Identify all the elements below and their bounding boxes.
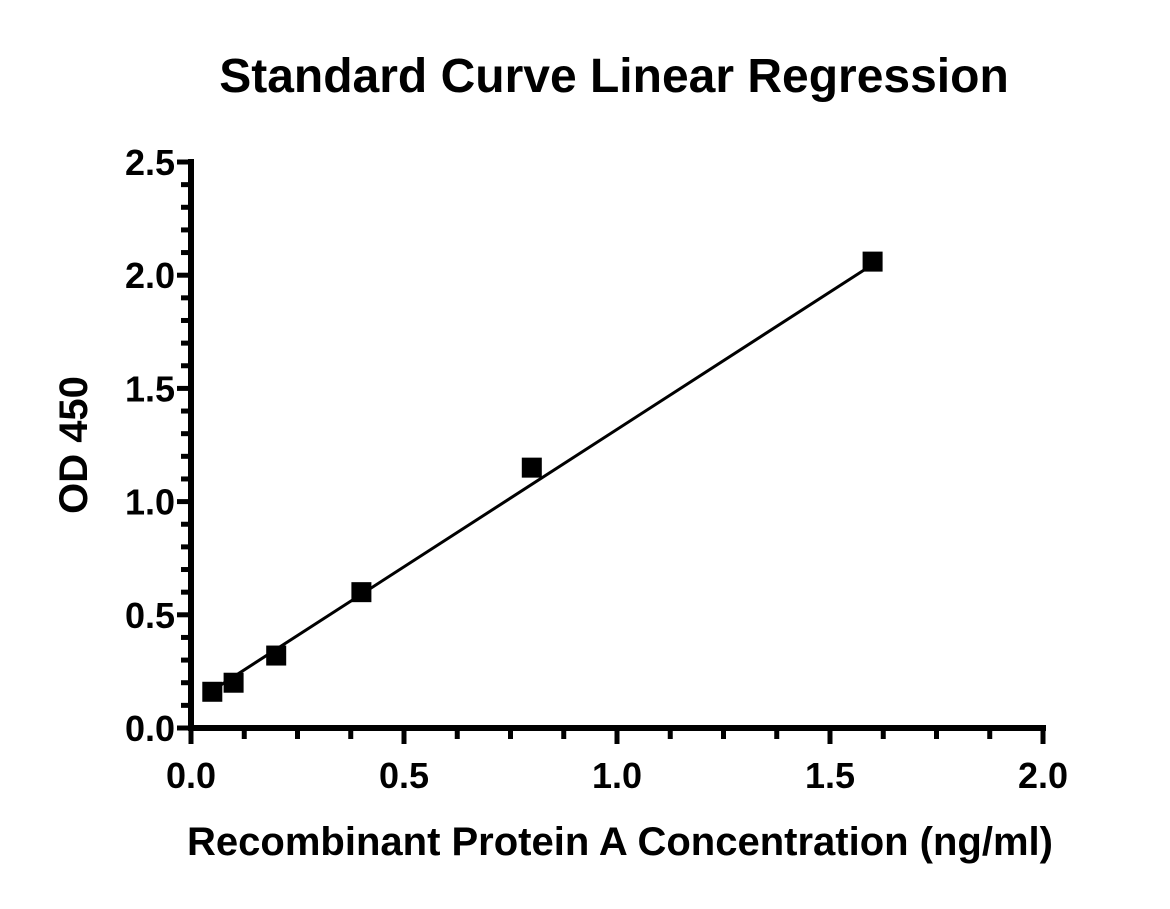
y-axis-label: OD 450 xyxy=(52,376,96,514)
x-tick-label: 0.5 xyxy=(379,755,429,796)
data-point-marker xyxy=(202,681,223,702)
data-point-marker xyxy=(862,251,883,272)
x-tick-label: 1.5 xyxy=(805,755,855,796)
x-tick-label: 2.0 xyxy=(1018,755,1068,796)
y-tick-label: 0.5 xyxy=(125,595,175,636)
data-point-marker xyxy=(266,645,287,666)
y-tick-label: 0.0 xyxy=(125,708,175,749)
x-tick-label: 1.0 xyxy=(592,755,642,796)
x-ticks: 0.0 0.5 1.0 1.5 2.0 xyxy=(166,728,1068,796)
y-tick-label: 1.5 xyxy=(125,368,175,409)
data-points xyxy=(202,251,883,702)
y-tick-label: 2.0 xyxy=(125,255,175,296)
y-tick-label: 2.5 xyxy=(125,142,175,183)
axes xyxy=(188,159,1046,731)
x-axis-label: Recombinant Protein A Concentration (ng/… xyxy=(187,820,1053,864)
data-point-marker xyxy=(351,582,372,603)
data-point-marker xyxy=(521,457,542,478)
data-point-marker xyxy=(223,672,244,693)
regression-line xyxy=(211,263,874,692)
x-tick-label: 0.0 xyxy=(166,755,216,796)
chart-title: Standard Curve Linear Regression xyxy=(219,50,1009,103)
y-tick-label: 1.0 xyxy=(125,482,175,523)
y-ticks: 0.0 0.5 1.0 1.5 2.0 2.5 xyxy=(125,142,191,749)
